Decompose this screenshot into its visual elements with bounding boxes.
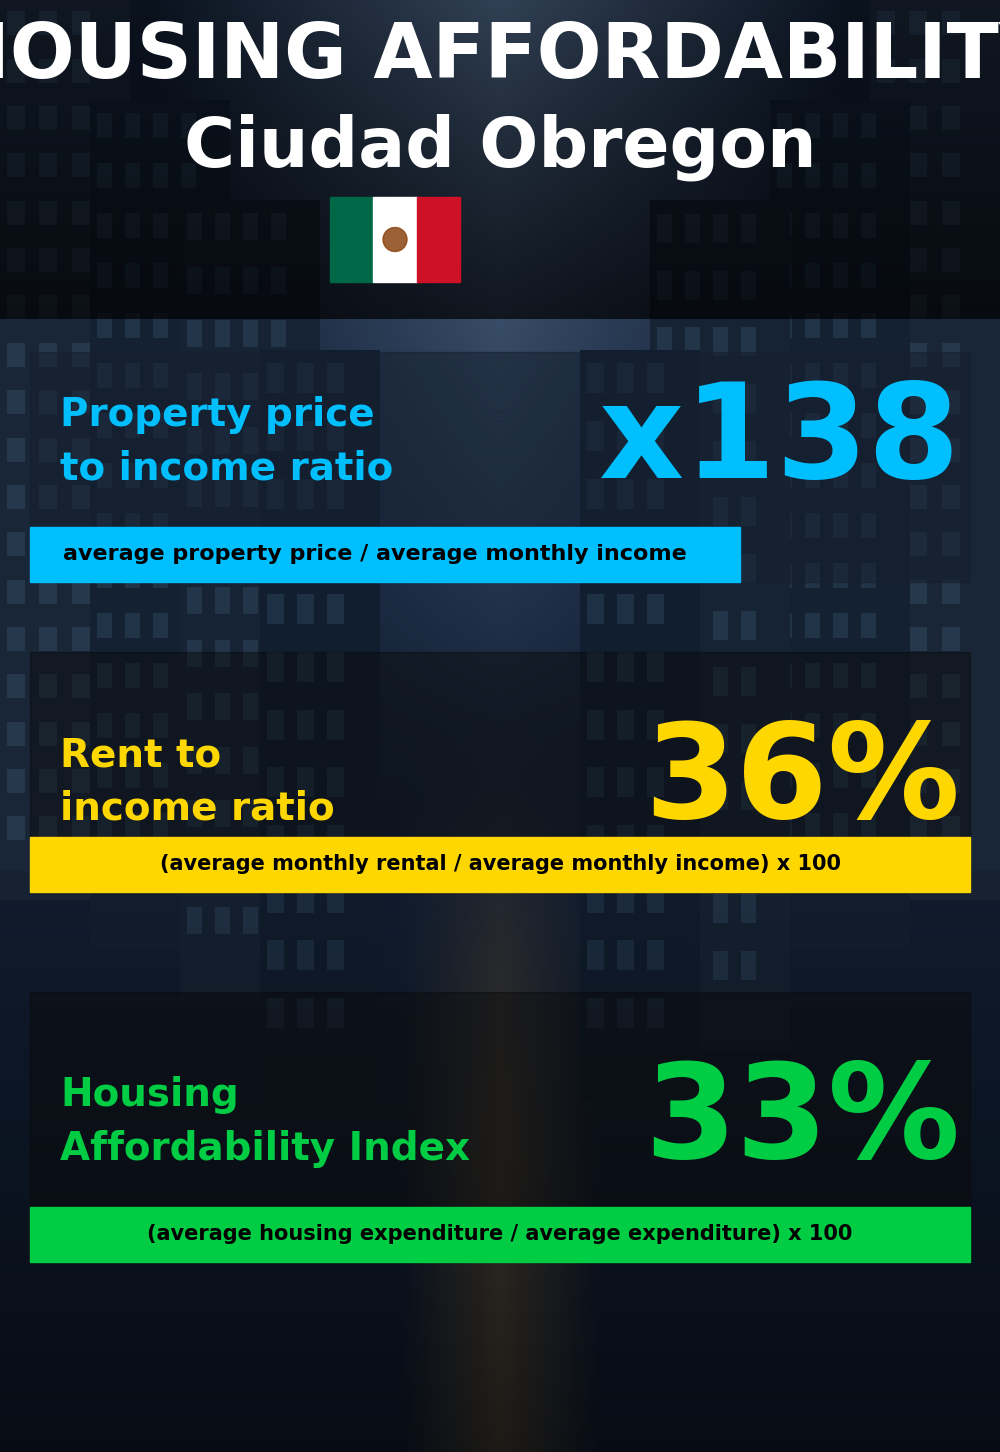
Text: 36%: 36% bbox=[644, 719, 960, 845]
Text: Rent to
income ratio: Rent to income ratio bbox=[60, 736, 335, 828]
Text: average property price / average monthly income: average property price / average monthly… bbox=[63, 544, 687, 565]
Bar bbox=[330, 197, 373, 282]
Text: HOUSING AFFORDABILITY: HOUSING AFFORDABILITY bbox=[0, 20, 1000, 94]
Bar bbox=[417, 197, 460, 282]
Text: Housing
Affordability Index: Housing Affordability Index bbox=[60, 1076, 470, 1167]
Bar bbox=[30, 992, 970, 1262]
Bar bbox=[30, 351, 970, 582]
Text: Property price
to income ratio: Property price to income ratio bbox=[60, 396, 393, 488]
Text: 33%: 33% bbox=[644, 1059, 960, 1185]
Text: Ciudad Obregon: Ciudad Obregon bbox=[184, 113, 816, 180]
Text: (average housing expenditure / average expenditure) x 100: (average housing expenditure / average e… bbox=[147, 1224, 853, 1244]
Bar bbox=[30, 527, 740, 582]
Bar bbox=[30, 836, 970, 892]
Bar bbox=[30, 652, 970, 892]
Bar bbox=[30, 1207, 970, 1262]
Circle shape bbox=[383, 228, 407, 251]
Text: x138: x138 bbox=[599, 379, 960, 505]
Bar bbox=[373, 197, 417, 282]
Text: (average monthly rental / average monthly income) x 100: (average monthly rental / average monthl… bbox=[160, 854, 840, 874]
